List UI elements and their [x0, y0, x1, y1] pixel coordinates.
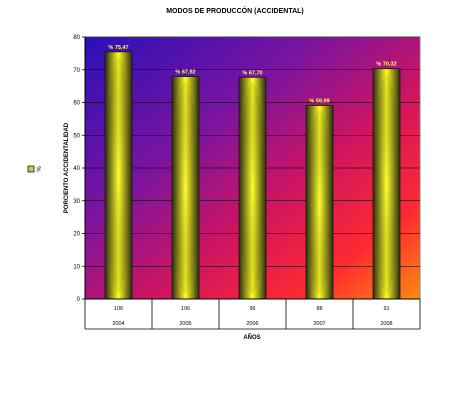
bar-highlight: [173, 81, 198, 294]
bar-highlight: [374, 74, 399, 294]
legend-label: %: [37, 166, 43, 172]
y-tick-label: 20: [73, 232, 80, 238]
bar-highlight: [106, 57, 131, 294]
y-axis-ticks: 0 10 20 30 40 50 60 70 80: [73, 35, 85, 303]
data-label: % 75,47: [108, 45, 128, 51]
bar-highlight: [307, 110, 332, 295]
data-label: % 67,92: [175, 70, 195, 76]
legend: %: [27, 165, 43, 173]
data-labels: % 75,47 % 67,92 % 67,70 % 59,09 % 70,32: [108, 45, 396, 105]
data-label: % 67,70: [242, 70, 262, 76]
x-tick-label: 2007: [313, 321, 325, 327]
chart-title: MODOS DE PRODUCCÓN (ACCIDENTAL): [166, 6, 304, 15]
data-label: % 59,09: [309, 98, 329, 104]
count-label: 106: [181, 306, 190, 312]
bars: [104, 51, 401, 300]
y-tick-label: 50: [73, 133, 80, 139]
x-tick-label: 2006: [246, 321, 258, 327]
data-label: % 70,32: [376, 62, 396, 68]
y-tick-label: 30: [73, 199, 80, 205]
count-label: 106: [114, 306, 123, 312]
x-axis-label: AÑOS: [243, 334, 260, 341]
y-tick-label: 0: [77, 297, 81, 303]
count-label: 96: [249, 306, 255, 312]
x-tick-label: 2005: [179, 321, 191, 327]
y-tick-label: 60: [73, 101, 80, 107]
category-table: 106 2004 106 2005 96 2006 88 2007 91 2008: [84, 299, 421, 330]
y-tick-label: 40: [73, 166, 80, 172]
legend-swatch: [27, 165, 35, 173]
count-label: 88: [316, 306, 322, 312]
count-label: 91: [383, 306, 389, 312]
y-tick-label: 10: [73, 264, 80, 270]
y-axis-label: PORCIENTO ACCIDENTALIDAD: [64, 122, 70, 213]
y-tick-label: 80: [73, 35, 80, 41]
x-tick-label: 2004: [112, 321, 124, 327]
bar-highlight: [240, 82, 265, 294]
y-tick-label: 70: [73, 68, 80, 74]
x-tick-label: 2008: [380, 321, 392, 327]
